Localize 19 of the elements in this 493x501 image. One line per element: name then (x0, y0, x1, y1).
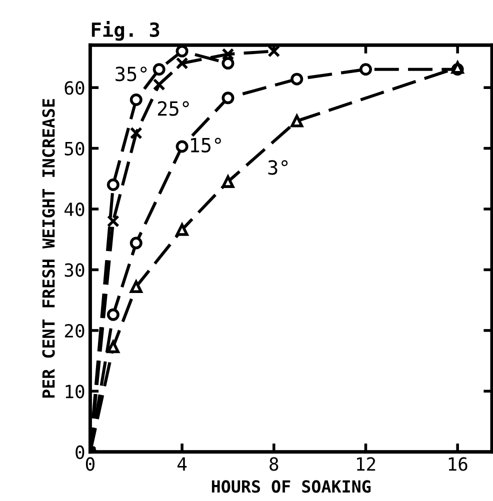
y-tick-label: 10 (66, 384, 84, 398)
y-tick-label: 50 (64, 142, 84, 156)
x-tick-label: 8 (270, 457, 278, 471)
x-tick-label: 0 (86, 457, 94, 471)
series-label: 35° (116, 66, 147, 82)
series-label: 15° (190, 138, 221, 152)
x-tick-label: 12 (357, 457, 376, 471)
chart-title: Fig. 3 (92, 20, 160, 41)
y-tick-label: 0 (76, 445, 84, 460)
x-tick-label: 16 (448, 457, 468, 471)
y-tick-label: 30 (64, 263, 84, 277)
y-tick-label: 40 (64, 202, 84, 216)
y-tick-label: 20 (64, 324, 84, 338)
y-axis-title: PER CENT FRESH WEIGHT INCREASE (42, 99, 55, 398)
x-axis-title: HOURS OF SOAKING (212, 480, 371, 493)
x-tick-label: 4 (178, 457, 187, 471)
series-label: 3° (268, 160, 288, 175)
series-label: 25° (158, 101, 189, 116)
y-tick-label: 60 (64, 81, 84, 95)
